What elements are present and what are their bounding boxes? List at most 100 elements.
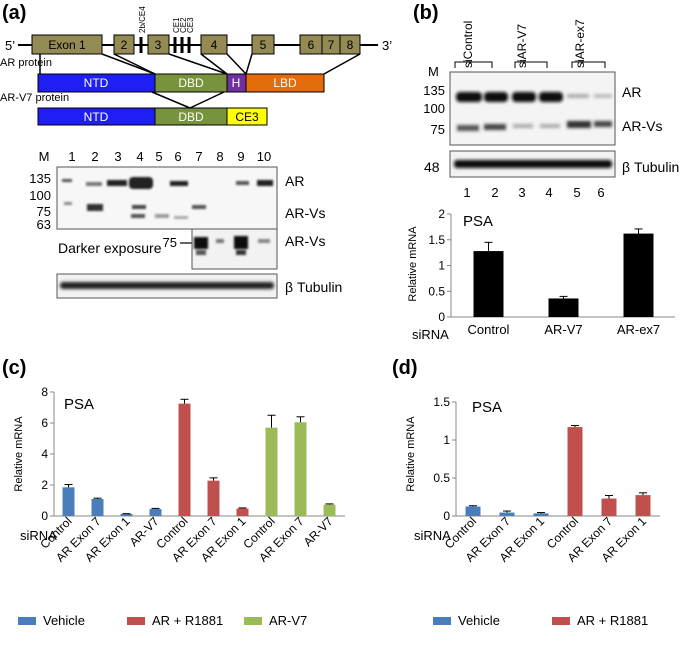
exon-2-label: 2 xyxy=(121,38,128,52)
chart-c-legend-swatch xyxy=(127,617,145,625)
blot-a-membrane xyxy=(56,166,278,230)
ar-lbd-domain xyxy=(245,73,325,93)
arv7-ce3-label: CE3 xyxy=(235,110,259,124)
chart-b-title: PSA xyxy=(463,213,493,230)
chart-b-bar xyxy=(623,233,654,317)
blot-b: siControl siAR-V7 siAR-ex7 M 135 100 75 … xyxy=(423,19,679,200)
blot-b-lane-3: 3 xyxy=(518,185,525,200)
chart-c-ytick-label: 2 xyxy=(41,478,48,492)
three-prime-label: 3’ xyxy=(382,38,392,53)
blot-b-mw-100: 100 xyxy=(423,101,445,116)
blot-a-lane-7: 7 xyxy=(195,149,202,164)
chart-c-bar xyxy=(294,422,307,516)
chart-d-ytick-label: 0.5 xyxy=(433,471,450,485)
chart-d-ytick-label: 1 xyxy=(443,433,450,447)
chart-d-bar xyxy=(601,498,617,516)
chart-c-sirna-label: siRNA xyxy=(20,528,57,543)
ar-dbd-label: DBD xyxy=(178,76,204,90)
chart-c-category-label: AR-V7 xyxy=(301,514,336,549)
chart-c-title: PSA xyxy=(64,396,94,413)
chart-c-legend-swatch xyxy=(18,617,36,625)
darker-mw-75: 75 xyxy=(163,235,177,250)
exon-3-label: 3 xyxy=(155,38,162,52)
chart-c-ytick-label: 4 xyxy=(41,447,48,461)
exon-1-label: Exon 1 xyxy=(48,38,86,52)
blot-b-group-siarex7: siAR-ex7 xyxy=(573,19,587,68)
chart-b-ytick-label: 2 xyxy=(438,207,445,221)
chart-c-bar xyxy=(62,487,75,516)
exon-4-label: 4 xyxy=(211,38,218,52)
blot-a-lane-10: 10 xyxy=(257,149,271,164)
blot-a-lane-8: 8 xyxy=(216,149,223,164)
blot-b-lane-6: 6 xyxy=(597,185,604,200)
blot-b-tubulin-mw: 48 xyxy=(424,159,440,175)
blot-b-lane-5: 5 xyxy=(573,185,580,200)
exon-8-box xyxy=(339,34,361,55)
panel-label-a: (a) xyxy=(2,2,26,24)
chart-c-ytick-label: 8 xyxy=(41,385,48,399)
blot-a-arvs-label: AR-Vs xyxy=(285,205,325,221)
chart-c-legend-label: AR-V7 xyxy=(269,613,307,628)
blot-a-mw-100: 100 xyxy=(29,188,51,203)
blot-b-marker: M xyxy=(428,64,439,79)
chart-d-ytick-label: 0 xyxy=(443,509,450,523)
blot-b-arvs-label: AR-Vs xyxy=(622,118,662,134)
chart-d-legend-label: AR + R1881 xyxy=(577,613,648,628)
blot-a-lane-3: 3 xyxy=(114,149,121,164)
chart-d-bar xyxy=(499,512,515,516)
chart-b-ytick-label: 1 xyxy=(438,259,445,273)
blot-b-lane-4: 4 xyxy=(545,185,552,200)
cryptic-label-ce1: CE1 xyxy=(172,17,181,33)
darker-arvs-label: AR-Vs xyxy=(285,233,325,249)
blot-a-lane-6: 6 xyxy=(174,149,181,164)
blot-a-lane-1: 1 xyxy=(68,149,75,164)
panel-label-d: (d) xyxy=(392,357,418,379)
panel-label-c: (c) xyxy=(2,357,26,379)
chart-b-category-label: AR-V7 xyxy=(544,322,582,337)
chart-c-ytick-label: 6 xyxy=(41,416,48,430)
chart-d-ylabel: Relative mRNA xyxy=(405,416,417,492)
ar-lbd-label: LBD xyxy=(273,76,297,90)
ar-ntd-label: NTD xyxy=(84,76,109,90)
panel-label-b: (b) xyxy=(413,2,439,24)
exon-6-label: 6 xyxy=(308,38,315,52)
chart-b-category-label: AR-ex7 xyxy=(617,322,660,337)
blot-a-marker: M xyxy=(39,149,50,164)
chart-b-ytick-label: 0 xyxy=(438,310,445,324)
exon-8-label: 8 xyxy=(347,38,354,52)
blot-a-mw-75: 75 xyxy=(37,204,51,219)
chart-c-bar xyxy=(178,403,191,516)
blot-a-lane-2: 2 xyxy=(91,149,98,164)
arv7-protein-label: AR-V7 protein xyxy=(0,92,69,104)
blot-a-mw-63: 63 xyxy=(37,217,51,232)
exon-7-label: 7 xyxy=(328,38,335,52)
exon-5-label: 5 xyxy=(260,38,267,52)
blot-b-mw-135: 135 xyxy=(423,83,445,98)
blot-a-mw-135: 135 xyxy=(29,171,51,186)
chart-b-sirna-label: siRNA xyxy=(412,327,449,342)
chart-d-legend-swatch xyxy=(552,617,570,625)
exon-5-box xyxy=(251,34,275,55)
chart-d-bar xyxy=(533,513,549,516)
chart-d-sirna-label: siRNA xyxy=(414,528,451,543)
chart-b-ytick-label: 1.5 xyxy=(428,233,445,247)
blot-b-mw-75: 75 xyxy=(431,122,445,137)
chart-b: PSA Relative mRNA 0 0.5 1 1.5 2 Control AR-V7 AR-… xyxy=(407,207,675,342)
chart-c-ytick-label: 0 xyxy=(41,509,48,523)
chart-d-legend-label: Vehicle xyxy=(458,613,500,628)
ar-protein-label: AR protein xyxy=(0,57,52,69)
five-prime-label: 5’ xyxy=(5,38,15,53)
chart-c-bar xyxy=(149,509,162,516)
chart-b-bar xyxy=(473,251,504,317)
chart-c-bar xyxy=(236,508,249,516)
cryptic-label-ce2: CE2 xyxy=(179,17,188,33)
chart-b-ytick-label: 0.5 xyxy=(428,284,445,298)
blot-b-membrane xyxy=(449,71,616,146)
blot-a-ar-label: AR xyxy=(285,173,304,189)
blot-a-lane-9: 9 xyxy=(237,149,244,164)
chart-c-legend-label: Vehicle xyxy=(43,613,85,628)
ar-hinge-label: H xyxy=(232,76,241,90)
chart-c-legend-swatch xyxy=(244,617,262,625)
